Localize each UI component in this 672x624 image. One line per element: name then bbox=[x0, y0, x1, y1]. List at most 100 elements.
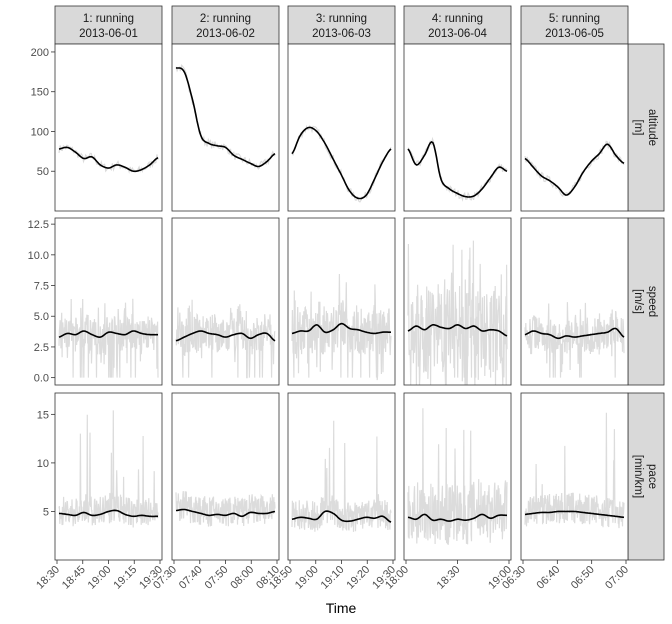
raw-series-pace-5 bbox=[524, 412, 625, 529]
x-tick-label-3: 19:20 bbox=[344, 564, 372, 592]
smooth-series-altitude-3 bbox=[291, 126, 392, 200]
raw-series-speed-1 bbox=[58, 298, 159, 378]
panel-layer bbox=[54, 43, 629, 561]
raw-series-altitude-4 bbox=[407, 136, 508, 202]
strip-date-4: 2013-06-04 bbox=[428, 28, 487, 40]
smooth-series-altitude-1 bbox=[58, 146, 159, 173]
smooth-series-altitude-5 bbox=[524, 143, 625, 196]
smooth-series-speed-4 bbox=[407, 323, 508, 337]
panel-border bbox=[171, 43, 280, 212]
panel-border bbox=[287, 43, 396, 212]
strip-layer: 1: running 2013-06-01 2: running 2013-06-02… bbox=[54, 5, 665, 561]
x-tick-label-3: 19:00 bbox=[293, 564, 321, 592]
y-tick-label-altitude: 150 bbox=[31, 87, 49, 99]
panel-border bbox=[520, 217, 629, 386]
y-tick-label-pace: 15 bbox=[37, 409, 49, 421]
smooth-series-speed-1 bbox=[58, 330, 158, 339]
strip-right-pace bbox=[627, 392, 665, 561]
x-tick-label-2: 07:50 bbox=[203, 564, 231, 592]
strip-right-speed bbox=[627, 217, 665, 386]
raw-series-altitude-2 bbox=[175, 64, 276, 170]
panel-speed-2 bbox=[171, 217, 280, 386]
strip-right-altitude bbox=[627, 43, 665, 212]
raw-series-pace-4 bbox=[407, 408, 508, 545]
raw-series-speed-4 bbox=[407, 240, 508, 385]
y-tick-label-speed: 12.5 bbox=[28, 219, 49, 231]
panel-pace-3 bbox=[287, 392, 396, 561]
x-tick-label-5: 06:50 bbox=[569, 564, 597, 592]
smooth-series-pace-1 bbox=[58, 509, 158, 518]
raw-series-pace-2 bbox=[175, 491, 276, 527]
panel-border bbox=[520, 392, 629, 561]
panel-border bbox=[287, 217, 396, 386]
smooth-series-pace-4 bbox=[407, 513, 507, 522]
panel-border bbox=[54, 43, 163, 212]
panel-altitude-3 bbox=[287, 43, 396, 212]
panel-altitude-4 bbox=[403, 43, 512, 212]
panel-pace-4 bbox=[403, 392, 512, 561]
smooth-series-speed-3 bbox=[291, 322, 391, 335]
panel-pace-5 bbox=[520, 392, 629, 561]
raw-series-altitude-5 bbox=[524, 140, 625, 198]
y-tick-label-speed: 0.0 bbox=[34, 373, 49, 385]
panel-speed-4 bbox=[403, 217, 512, 386]
y-tick-label-speed: 10.0 bbox=[28, 250, 49, 262]
strip-label-1: 1: running bbox=[83, 13, 134, 25]
strip-top-3 bbox=[287, 5, 396, 45]
smooth-series-pace-3 bbox=[291, 510, 392, 523]
panel-altitude-5 bbox=[520, 43, 629, 212]
x-tick-label-4: 18:30 bbox=[435, 564, 463, 592]
x-tick-label-1: 18:30 bbox=[34, 564, 62, 592]
strip-date-5: 2013-06-05 bbox=[545, 28, 604, 40]
y-tick-label-altitude: 50 bbox=[37, 166, 49, 178]
strip-label-4: 4: running bbox=[432, 13, 483, 25]
strip-top-4 bbox=[403, 5, 512, 45]
x-tick-label-2: 08:00 bbox=[228, 564, 256, 592]
smooth-series-altitude-2 bbox=[175, 67, 276, 168]
smooth-series-altitude-4 bbox=[407, 140, 508, 198]
raw-series-speed-5 bbox=[524, 302, 625, 378]
y-tick-label-altitude: 100 bbox=[31, 126, 49, 138]
panel-border bbox=[403, 217, 512, 386]
strip-label-3: 3: running bbox=[316, 13, 367, 25]
raw-series-speed-3 bbox=[291, 273, 392, 381]
strip-date-2: 2013-06-02 bbox=[196, 28, 255, 40]
strip-date-3: 2013-06-03 bbox=[312, 28, 371, 40]
y-tick-label-speed: 7.5 bbox=[34, 281, 49, 293]
panel-altitude-2 bbox=[171, 43, 280, 212]
y-tick-label-speed: 5.0 bbox=[34, 311, 49, 323]
x-tick-label-1: 18:45 bbox=[60, 564, 88, 592]
strip-label-altitude: altitude[m] bbox=[632, 109, 658, 146]
x-axis-title: Time bbox=[326, 600, 357, 616]
smooth-series-pace-2 bbox=[175, 508, 276, 518]
y-tick-label-pace: 10 bbox=[37, 458, 49, 470]
smooth-series-speed-5 bbox=[524, 327, 625, 340]
strip-top-5 bbox=[520, 5, 629, 45]
panel-border bbox=[171, 217, 280, 386]
y-tick-label-speed: 2.5 bbox=[34, 342, 49, 354]
y-tick-label-pace: 5 bbox=[43, 506, 49, 518]
panel-altitude-1 bbox=[54, 43, 163, 212]
panel-pace-2 bbox=[171, 392, 280, 561]
strip-date-1: 2013-06-01 bbox=[79, 28, 138, 40]
x-tick-label-5: 07:00 bbox=[603, 564, 631, 592]
strip-top-2 bbox=[171, 5, 280, 45]
x-tick-label-3: 19:10 bbox=[319, 564, 347, 592]
smooth-series-pace-5 bbox=[524, 510, 625, 519]
panel-border bbox=[54, 217, 163, 386]
strip-top-1 bbox=[54, 5, 163, 45]
strip-label-pace: pace[min/km] bbox=[632, 455, 658, 498]
panel-speed-5 bbox=[520, 217, 629, 386]
raw-series-pace-3 bbox=[291, 420, 392, 532]
x-tick-label-1: 19:00 bbox=[86, 564, 114, 592]
strip-label-2: 2: running bbox=[200, 13, 251, 25]
x-tick-label-1: 19:15 bbox=[111, 564, 139, 592]
panel-border bbox=[520, 43, 629, 212]
smooth-series-speed-2 bbox=[175, 330, 276, 342]
strip-label-5: 5: running bbox=[549, 13, 600, 25]
x-tick-label-2: 07:40 bbox=[177, 564, 205, 592]
x-tick-label-5: 06:40 bbox=[535, 564, 563, 592]
panel-pace-1 bbox=[54, 392, 163, 561]
strip-label-speed: speed[m/s] bbox=[632, 286, 658, 317]
